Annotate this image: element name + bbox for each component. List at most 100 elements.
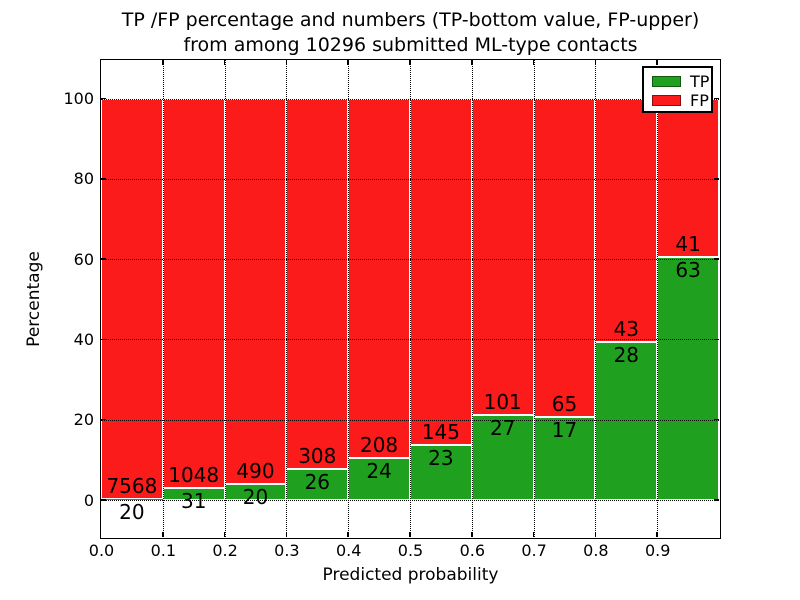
y-tickmark-left-20 xyxy=(101,418,106,421)
bar-segment-tp-5 xyxy=(410,445,472,500)
x-tickmark-top-7 xyxy=(532,60,535,65)
legend-label-fp: FP xyxy=(690,90,709,110)
x-tick-label-0.9: 0.9 xyxy=(644,541,671,560)
bar-value-fp-8: 43 xyxy=(613,316,640,341)
y-tickmark-left-60 xyxy=(101,258,106,260)
y-tickmark-right-40 xyxy=(714,338,719,341)
y-tickmark-left-80 xyxy=(101,178,106,180)
x-tickmark-bottom-5 xyxy=(409,532,411,537)
fp-swatch xyxy=(652,95,681,106)
bar-value-fp-2: 490 xyxy=(236,459,275,484)
y-tickmark-left-100 xyxy=(101,97,106,100)
x-tickmark-bottom-2 xyxy=(223,532,226,537)
bar-segment-fp-7 xyxy=(533,98,596,417)
vertical-gridline-4 xyxy=(348,60,350,537)
plot-area: 7568 20 1048 31 490 20 308 26 208 24 145 23 101 27 65 1… xyxy=(100,59,721,539)
x-tickmark-top-5 xyxy=(409,60,411,65)
bar-value-tp-7: 17 xyxy=(551,417,578,442)
bar-segment-fp-5 xyxy=(410,98,472,446)
y-tickmark-right-0 xyxy=(714,499,719,501)
chart-title: TP /FP percentage and numbers (TP-bottom… xyxy=(100,8,721,58)
x-tickmark-bottom-1 xyxy=(162,532,164,537)
vertical-gridline-6 xyxy=(471,60,473,537)
horizontal-gridline-80 xyxy=(101,178,719,180)
y-tickmark-right-20 xyxy=(714,418,719,421)
x-tickmark-bottom-3 xyxy=(285,532,288,537)
bar-segment-tp-6 xyxy=(471,415,534,500)
vertical-gridline-9 xyxy=(657,60,659,537)
horizontal-gridline-20 xyxy=(101,419,719,421)
bar-value-fp-6: 101 xyxy=(483,390,522,415)
vertical-gridline-7 xyxy=(533,60,535,537)
x-tickmark-top-4 xyxy=(347,60,349,65)
bar-value-tp-9: 63 xyxy=(675,257,701,282)
legend-item-tp: TP xyxy=(644,72,711,91)
y-tick-label-20: 20 xyxy=(73,410,94,430)
x-tickmark-top-1 xyxy=(162,60,164,65)
bar-value-tp-6: 27 xyxy=(489,416,516,441)
bar-segment-fp-6 xyxy=(471,98,534,416)
y-tickmark-right-80 xyxy=(714,178,719,180)
legend-box: TP FP xyxy=(642,66,713,113)
bar-segment-tp-0 xyxy=(101,498,163,500)
y-tickmark-right-60 xyxy=(714,258,719,260)
x-tickmark-bottom-6 xyxy=(471,532,473,537)
y-tick-label-100: 100 xyxy=(63,89,94,108)
y-axis-label: Percentage xyxy=(24,251,44,347)
bar-value-tp-1: 31 xyxy=(180,489,207,514)
bar-value-tp-4: 24 xyxy=(366,459,392,484)
horizontal-gridline-0 xyxy=(101,500,719,501)
x-tickmark-bottom-7 xyxy=(532,532,535,537)
vertical-gridline-1 xyxy=(162,60,164,537)
x-tick-label-0.2: 0.2 xyxy=(212,541,238,560)
bar-value-fp-1: 1048 xyxy=(168,463,220,488)
bar-segment-fp-3 xyxy=(286,98,349,469)
bar-segment-fp-8 xyxy=(595,98,658,342)
bar-segment-fp-1 xyxy=(162,98,225,489)
horizontal-gridline-60 xyxy=(101,259,719,261)
bar-segment-fp-9 xyxy=(657,98,719,257)
bar-value-fp-0: 7568 xyxy=(106,473,158,498)
horizontal-gridline-100 xyxy=(101,98,719,100)
x-tickmark-top-8 xyxy=(594,60,597,65)
y-tickmark-right-100 xyxy=(714,97,719,100)
chart-title-line-2: from among 10296 submitted ML-type conta… xyxy=(183,34,638,57)
x-tick-label-0.6: 0.6 xyxy=(459,541,486,560)
vertical-gridline-3 xyxy=(286,60,288,537)
bar-segment-fp-2 xyxy=(224,98,287,485)
legend-item-fp: FP xyxy=(644,91,711,110)
x-tick-label-0.8: 0.8 xyxy=(583,541,609,560)
bar-value-tp-5: 23 xyxy=(428,446,454,471)
x-tickmark-bottom-8 xyxy=(594,532,597,537)
x-tick-label-0.3: 0.3 xyxy=(274,541,300,560)
plot-inner: 7568 20 1048 31 490 20 308 26 208 24 145 23 101 27 65 1… xyxy=(101,60,720,538)
x-tickmark-bottom-9 xyxy=(656,532,658,537)
bar-value-fp-5: 145 xyxy=(421,420,460,445)
bar-value-fp-4: 208 xyxy=(359,433,399,458)
y-tick-label-60: 60 xyxy=(73,249,94,269)
bar-segment-fp-4 xyxy=(348,98,410,459)
bar-value-tp-0: 20 xyxy=(119,499,145,524)
bar-value-fp-9: 41 xyxy=(675,231,701,256)
bar-segment-tp-9 xyxy=(657,256,719,500)
y-tick-label-80: 80 xyxy=(73,169,94,189)
x-tick-label-0.5: 0.5 xyxy=(397,541,424,560)
bar-segment-tp-3 xyxy=(286,468,349,500)
bar-segment-fp-0 xyxy=(101,98,163,499)
y-tick-label-40: 40 xyxy=(73,329,94,349)
bar-segment-tp-8 xyxy=(595,341,658,500)
vertical-gridline-8 xyxy=(595,60,597,537)
x-tick-label-0.4: 0.4 xyxy=(335,541,362,560)
y-tickmark-left-40 xyxy=(101,338,106,341)
horizontal-gridline-40 xyxy=(101,339,719,341)
x-tickmark-top-6 xyxy=(471,60,473,65)
y-tickmark-left-0 xyxy=(101,499,106,501)
y-tick-label-0: 0 xyxy=(83,490,94,510)
bar-segment-tp-7 xyxy=(533,416,596,500)
legend-label-tp: TP xyxy=(690,71,710,91)
x-tick-label-0.7: 0.7 xyxy=(521,541,547,560)
tp-swatch xyxy=(652,76,681,87)
x-tickmark-bottom-4 xyxy=(347,532,349,537)
x-tickmark-top-2 xyxy=(223,60,226,65)
